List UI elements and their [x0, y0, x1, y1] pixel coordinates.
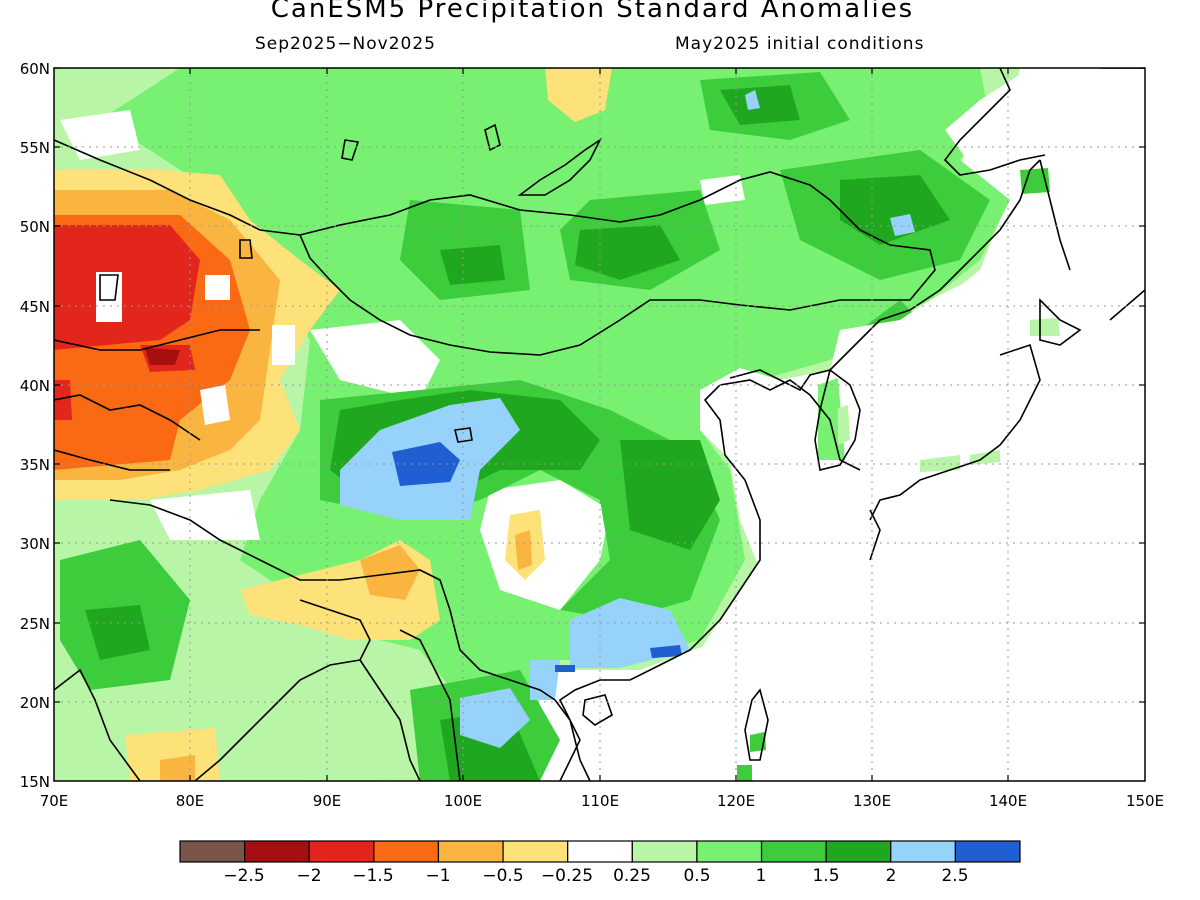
colorbar-swatch [567, 840, 633, 863]
lat-label: 25N [20, 615, 50, 633]
colorbar-swatch [825, 840, 892, 863]
latitude-labels: 60N 55N 50N 45N 40N 35N 30N 25N 20N 15N [20, 60, 50, 791]
colorbar-label: −1 [425, 866, 450, 886]
colorbar-label: 0.25 [613, 866, 651, 886]
lat-label: 40N [20, 377, 50, 395]
colorbar-swatch [308, 840, 375, 863]
lon-label: 130E [853, 792, 891, 810]
lon-label: 120E [717, 792, 755, 810]
map-title: CanESM5 Precipitation Standard Anomalies [270, 0, 915, 24]
axis-ticks [54, 67, 1145, 781]
lon-label: 80E [176, 792, 205, 810]
colorbar-swatch [890, 840, 956, 863]
lon-label: 70E [40, 792, 69, 810]
lon-label: 110E [581, 792, 619, 810]
longitude-labels: 70E 80E 90E 100E 110E 120E 130E 140E 150… [40, 792, 1164, 810]
colorbar-label: 1.5 [812, 866, 839, 886]
colorbar-swatch [437, 840, 504, 863]
colorbar-label: −1.5 [352, 866, 393, 886]
colorbar-swatch [179, 840, 246, 863]
colorbar: −2.5 −2 −1.5 −1 −0.5 −0.25 0.25 0.5 1 1.… [179, 840, 1021, 886]
lat-label: 55N [20, 139, 50, 157]
coastlines [54, 68, 1145, 781]
lat-label: 15N [20, 773, 50, 791]
colorbar-swatch [696, 840, 763, 863]
lon-label: 140E [989, 792, 1027, 810]
colorbar-label: 1 [756, 866, 767, 886]
lat-label: 30N [20, 535, 50, 553]
initial-conditions: May2025 initial conditions [675, 34, 925, 54]
colorbar-swatch [244, 840, 310, 863]
lon-label: 100E [444, 792, 482, 810]
lat-label: 35N [20, 456, 50, 474]
colorbar-label: 2.5 [941, 866, 968, 886]
colorbar-label: −0.25 [541, 866, 593, 886]
colorbar-swatch [760, 840, 827, 863]
lon-label: 150E [1126, 792, 1164, 810]
colorbar-label: 0.5 [683, 866, 710, 886]
colorbar-swatch [373, 840, 440, 863]
lat-label: 45N [20, 298, 50, 316]
colorbar-label: −2.5 [223, 866, 264, 886]
lat-label: 60N [20, 60, 50, 78]
colorbar-label: 2 [886, 866, 897, 886]
colorbar-label: −2 [296, 866, 321, 886]
lat-label: 50N [20, 218, 50, 236]
colorbar-swatch [631, 840, 698, 863]
colorbar-swatch [502, 840, 569, 863]
colorbar-swatch [954, 840, 1021, 863]
lon-label: 90E [313, 792, 342, 810]
lat-label: 20N [20, 694, 50, 712]
colorbar-label: −0.5 [482, 866, 523, 886]
forecast-period: Sep2025−Nov2025 [255, 34, 436, 54]
